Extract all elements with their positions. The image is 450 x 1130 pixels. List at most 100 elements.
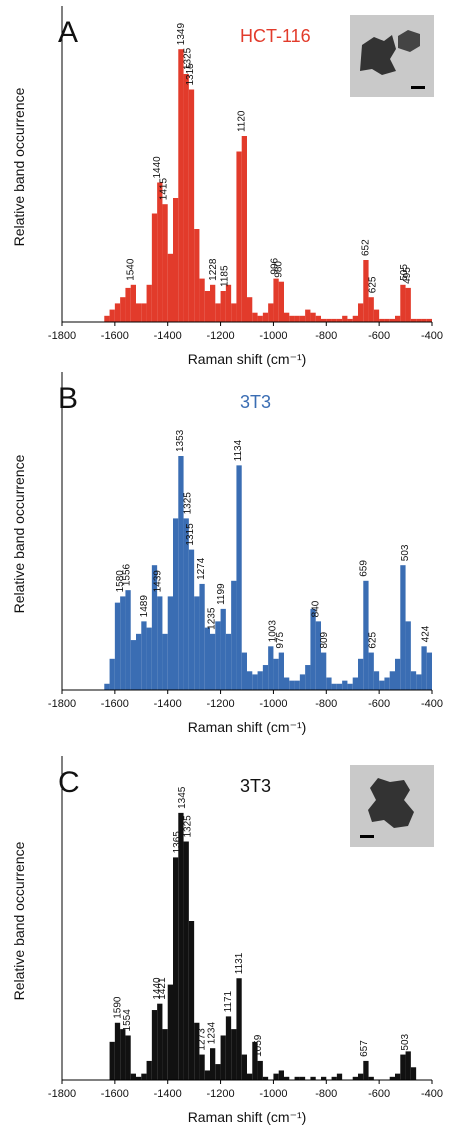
bar xyxy=(194,229,200,322)
peak-label: 1185 xyxy=(220,265,231,287)
bar xyxy=(405,1051,411,1080)
bar xyxy=(141,621,147,690)
x-axis-label: Raman shift (cm⁻¹) xyxy=(188,719,307,735)
bar xyxy=(294,315,300,322)
peak-label: 1003 xyxy=(268,620,279,643)
bar xyxy=(336,683,343,690)
bar xyxy=(109,1041,115,1080)
bar xyxy=(183,841,189,1080)
x-tick-label: -1000 xyxy=(259,1088,287,1100)
y-axis-label: Relative band occurrence xyxy=(11,454,27,613)
bar xyxy=(130,640,136,690)
bar xyxy=(188,549,195,690)
bar xyxy=(410,318,417,322)
peak-label: 1440 xyxy=(152,977,163,1000)
peak-label: 659 xyxy=(359,560,370,577)
bar xyxy=(305,665,311,690)
bar xyxy=(199,583,205,690)
bar xyxy=(194,1022,200,1080)
bar xyxy=(120,297,126,322)
peak-label: 495 xyxy=(402,267,413,284)
x-tick-label: -1800 xyxy=(48,1088,76,1100)
x-tick-label: -1200 xyxy=(207,698,235,710)
bar xyxy=(104,683,110,690)
peak-label: 980 xyxy=(274,261,285,278)
bar xyxy=(299,315,306,322)
peak-label: 1345 xyxy=(177,786,188,809)
peak-label: 1421 xyxy=(157,977,168,1000)
bar xyxy=(231,580,237,690)
bar xyxy=(151,565,158,690)
bar xyxy=(231,303,237,322)
peak-label: 1171 xyxy=(223,990,234,1012)
bar xyxy=(183,74,189,322)
bar xyxy=(384,677,390,690)
bar xyxy=(395,658,401,690)
bar xyxy=(236,465,242,690)
bar xyxy=(146,1060,152,1080)
panel-letter: A xyxy=(58,16,78,49)
bar xyxy=(120,596,126,690)
bar xyxy=(141,1073,147,1080)
x-tick-label: -1800 xyxy=(48,330,76,342)
bar xyxy=(225,284,232,322)
peak-label: 1134 xyxy=(233,439,244,461)
bar xyxy=(347,683,353,690)
bar xyxy=(247,1073,253,1080)
bar xyxy=(204,1070,210,1080)
bar xyxy=(252,674,258,690)
bar xyxy=(146,627,152,690)
bar xyxy=(220,1035,226,1080)
bar xyxy=(379,680,385,690)
peak-label: 1228 xyxy=(208,258,219,281)
x-tick-label: -800 xyxy=(315,1088,337,1100)
peak-label: 1315 xyxy=(185,63,196,86)
bar xyxy=(384,318,390,322)
bar xyxy=(278,1070,284,1080)
bar xyxy=(151,1010,158,1080)
bar xyxy=(336,318,343,322)
bar xyxy=(352,1076,358,1080)
bar xyxy=(284,312,290,322)
bar xyxy=(262,1076,269,1080)
bar xyxy=(310,312,316,322)
bar xyxy=(194,596,200,690)
bar xyxy=(167,596,173,690)
bar xyxy=(114,1022,121,1080)
bar xyxy=(173,857,179,1080)
bar xyxy=(252,1041,258,1080)
bar xyxy=(352,677,358,690)
bar xyxy=(426,652,432,690)
bar xyxy=(114,303,121,322)
peak-label: 1325 xyxy=(183,815,194,838)
peak-label: 1540 xyxy=(126,258,137,281)
peak-label: 424 xyxy=(421,625,432,642)
bar xyxy=(210,1048,216,1080)
x-tick-label: -800 xyxy=(315,698,337,710)
bar xyxy=(373,309,380,322)
bar xyxy=(199,1054,205,1080)
x-tick-label: -1600 xyxy=(101,330,129,342)
bar xyxy=(310,1076,316,1080)
bar xyxy=(109,309,115,322)
peak-label: 1489 xyxy=(139,595,150,618)
bar xyxy=(162,1029,168,1080)
bar xyxy=(104,315,110,322)
bar xyxy=(220,291,226,322)
bar xyxy=(342,315,348,322)
peak-label: 1234 xyxy=(207,1022,218,1045)
bar xyxy=(157,596,163,690)
bar xyxy=(125,590,131,690)
bar xyxy=(236,978,242,1080)
x-tick-label: -1000 xyxy=(259,330,287,342)
peak-label: 1353 xyxy=(175,429,186,452)
bar xyxy=(299,1076,306,1080)
x-axis-label: Raman shift (cm⁻¹) xyxy=(188,351,307,367)
bar xyxy=(416,674,422,690)
bar xyxy=(331,318,337,322)
peak-label: 1120 xyxy=(237,110,248,132)
bar xyxy=(188,921,195,1080)
sample-label: 3T3 xyxy=(240,776,271,796)
peak-label: 975 xyxy=(275,631,286,648)
bar xyxy=(368,652,374,690)
